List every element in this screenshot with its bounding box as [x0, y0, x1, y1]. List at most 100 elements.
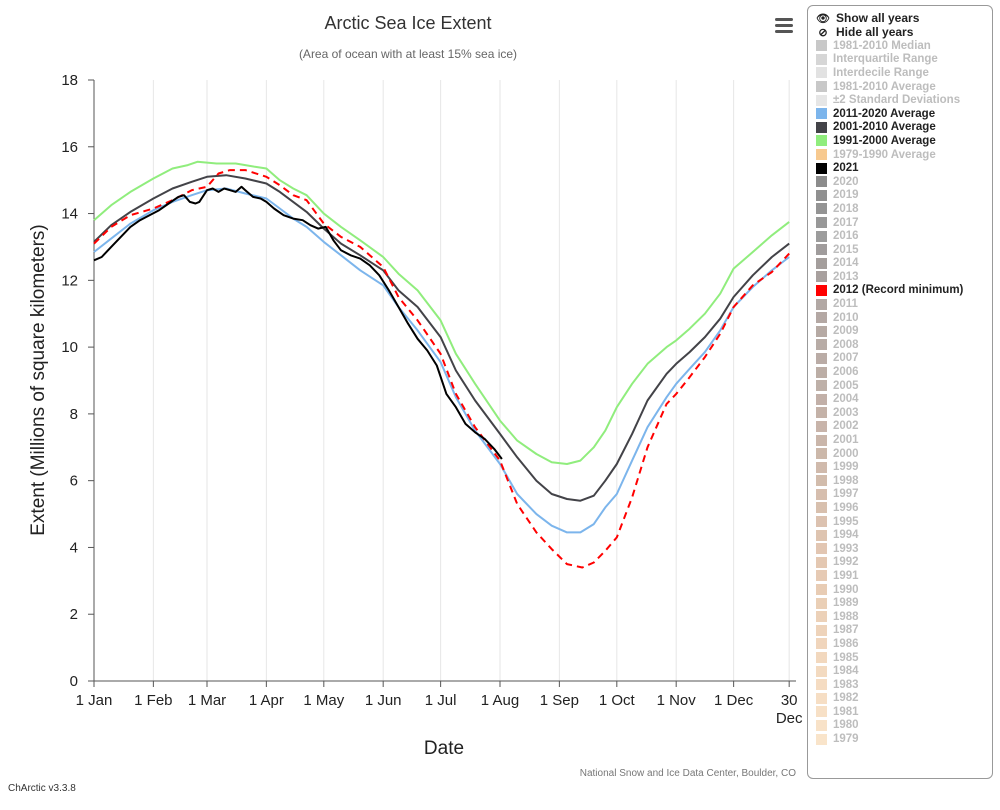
series-line[interactable] — [93, 169, 790, 569]
legend-swatch — [816, 312, 827, 324]
legend-item[interactable]: 2019 — [816, 189, 992, 203]
y-axis-title: Extent (Millions of square kilometers) — [28, 224, 49, 536]
legend-item[interactable]: 2011-2020 Average — [816, 107, 992, 121]
series-line[interactable] — [93, 187, 790, 534]
x-tick-label: 1 Jul — [425, 692, 457, 709]
legend-item[interactable]: 1985 — [816, 651, 992, 665]
legend-item[interactable]: 1986 — [816, 637, 992, 651]
legend-item[interactable]: 2007 — [816, 352, 992, 366]
legend-label: 2017 — [833, 216, 859, 229]
legend-label: 1986 — [833, 637, 859, 650]
legend-item[interactable]: 1989 — [816, 596, 992, 610]
legend-item[interactable]: ±2 Standard Deviations — [816, 93, 992, 107]
legend-item[interactable]: 1988 — [816, 610, 992, 624]
app-version: ChArctic v3.3.8 — [8, 783, 76, 794]
legend-swatch — [816, 407, 827, 419]
legend-swatch — [816, 284, 827, 296]
legend-item[interactable]: 1991 — [816, 569, 992, 583]
legend-item[interactable]: 2015 — [816, 243, 992, 257]
legend-item[interactable]: 1991-2000 Average — [816, 134, 992, 148]
legend-item[interactable]: 1984 — [816, 664, 992, 678]
legend-item[interactable]: 2014 — [816, 257, 992, 271]
legend-item[interactable]: 2001-2010 Average — [816, 121, 992, 135]
legend-swatch — [816, 638, 827, 650]
legend-item[interactable]: 2018 — [816, 202, 992, 216]
legend-swatch — [816, 352, 827, 364]
legend-item[interactable]: Interdecile Range — [816, 66, 992, 80]
legend-item[interactable]: 2006 — [816, 365, 992, 379]
series-line[interactable] — [93, 185, 503, 460]
legend-item[interactable]: 1990 — [816, 583, 992, 597]
legend-label: 1996 — [833, 501, 859, 514]
legend-label: 2007 — [833, 352, 859, 365]
legend-item[interactable]: 1995 — [816, 515, 992, 529]
legend-item[interactable]: 2000 — [816, 447, 992, 461]
x-tick-label: 1 Apr — [249, 692, 284, 709]
legend-item[interactable]: 1981 — [816, 705, 992, 719]
legend-swatch — [816, 652, 827, 664]
legend-item[interactable]: Interquartile Range — [816, 53, 992, 67]
legend-item[interactable]: 1983 — [816, 678, 992, 692]
legend-item[interactable]: 2002 — [816, 420, 992, 434]
legend-item[interactable]: 2009 — [816, 324, 992, 338]
legend-item[interactable]: 2013 — [816, 270, 992, 284]
legend-item[interactable]: 1994 — [816, 528, 992, 542]
legend-item[interactable]: 2020 — [816, 175, 992, 189]
legend-item[interactable]: 1997 — [816, 488, 992, 502]
show-all-years-button[interactable]: 👁 Show all years — [816, 11, 992, 25]
legend-label: ±2 Standard Deviations — [833, 94, 961, 107]
legend-item[interactable]: 2001 — [816, 433, 992, 447]
legend-item[interactable]: 1992 — [816, 556, 992, 570]
legend-item[interactable]: 1980 — [816, 719, 992, 733]
legend-swatch — [816, 40, 827, 52]
legend-item[interactable]: 1999 — [816, 460, 992, 474]
legend-item[interactable]: 2012 (Record minimum) — [816, 284, 992, 298]
legend-item[interactable]: 1998 — [816, 474, 992, 488]
legend-item[interactable]: 1987 — [816, 624, 992, 638]
legend-item[interactable]: 1979 — [816, 732, 992, 746]
hide-all-years-button[interactable]: ⊘ Hide all years — [816, 25, 992, 39]
legend-swatch — [816, 121, 827, 133]
legend-swatch — [816, 461, 827, 473]
y-tick-label: 2 — [70, 606, 78, 623]
legend-label: 2018 — [833, 202, 859, 215]
legend-item[interactable]: 1981-2010 Median — [816, 39, 992, 53]
legend-item[interactable]: 1996 — [816, 501, 992, 515]
legend-swatch — [816, 543, 827, 555]
y-tick-label: 10 — [61, 339, 78, 356]
legend-label: 1991-2000 Average — [833, 134, 936, 147]
legend-label: 1981-2010 Median — [833, 39, 931, 52]
legend-item[interactable]: 1981-2010 Average — [816, 80, 992, 94]
legend-item[interactable]: 2017 — [816, 216, 992, 230]
hamburger-icon[interactable] — [773, 15, 795, 35]
x-tick-label-part: 30 — [781, 692, 798, 709]
legend-item[interactable]: 2005 — [816, 379, 992, 393]
chart-credit[interactable]: National Snow and Ice Data Center, Bould… — [580, 768, 796, 779]
series-line[interactable] — [93, 160, 790, 465]
legend-label: 1992 — [833, 556, 859, 569]
legend-label: 2001 — [833, 434, 859, 447]
legend-item[interactable]: 2016 — [816, 229, 992, 243]
legend-swatch — [816, 516, 827, 528]
legend-item[interactable]: 2010 — [816, 311, 992, 325]
eye-icon: 👁 — [816, 12, 830, 25]
legend-item[interactable]: 2011 — [816, 297, 992, 311]
y-tick-label: 14 — [61, 206, 78, 223]
legend-swatch — [816, 176, 827, 188]
legend-item[interactable]: 2021 — [816, 161, 992, 175]
legend-item[interactable]: 2004 — [816, 392, 992, 406]
legend-item[interactable]: 2008 — [816, 338, 992, 352]
legend-item[interactable]: 1979-1990 Average — [816, 148, 992, 162]
legend-label: 1993 — [833, 542, 859, 555]
legend-item[interactable]: 1982 — [816, 692, 992, 706]
legend-swatch — [816, 203, 827, 215]
series-line[interactable] — [93, 174, 790, 502]
legend-swatch — [816, 556, 827, 568]
legend-item[interactable]: 2003 — [816, 406, 992, 420]
legend-label: 1979-1990 Average — [833, 148, 936, 161]
series-layer — [93, 160, 790, 569]
legend-label: 1984 — [833, 665, 859, 678]
legend-swatch — [816, 624, 827, 636]
legend-item[interactable]: 1993 — [816, 542, 992, 556]
legend-swatch — [816, 108, 827, 120]
